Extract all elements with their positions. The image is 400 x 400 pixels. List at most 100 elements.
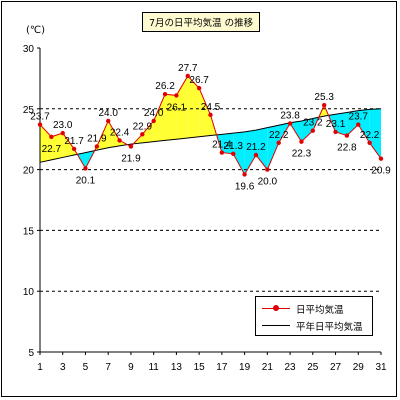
data-label: 26.2: [155, 81, 175, 92]
data-label: 21.2: [246, 142, 266, 153]
fill-below-normal: [221, 133, 234, 154]
data-label: 26.7: [189, 75, 209, 86]
data-label: 19.6: [235, 181, 255, 192]
data-point: [174, 93, 179, 98]
data-point: [219, 150, 225, 155]
data-label: 20.1: [76, 175, 96, 186]
fill-below-normal: [255, 127, 268, 170]
fill-below-normal: [233, 131, 245, 175]
data-point: [37, 122, 43, 127]
legend-line-black: [262, 325, 290, 326]
data-point: [128, 144, 134, 149]
y-tick-label: 10: [23, 287, 35, 298]
fill-below-normal: [301, 118, 313, 142]
data-point: [242, 172, 247, 177]
data-point: [140, 132, 145, 137]
data-point: [265, 167, 270, 172]
x-tick-label: 3: [60, 362, 66, 373]
x-tick-label: 25: [307, 362, 319, 373]
fill-below-normal: [244, 130, 256, 175]
data-point: [276, 140, 281, 146]
x-tick-label: 31: [375, 362, 387, 373]
y-tick-label: 20: [23, 166, 35, 177]
y-axis-unit: (℃): [26, 25, 46, 36]
legend-marker-red-dot: [273, 305, 279, 311]
data-label: 22.2: [269, 130, 289, 141]
data-label: 24.5: [201, 102, 221, 113]
fill-below-normal: [358, 109, 370, 143]
data-label: 22.8: [337, 143, 357, 154]
series-line-normal: [39, 108, 382, 163]
data-point: [321, 102, 327, 108]
data-label: 21.9: [87, 133, 107, 144]
fill-above-normal: [108, 120, 120, 148]
fill-below-normal: [267, 125, 279, 170]
y-tick-label: 25: [23, 105, 35, 116]
y-tick-label: 15: [23, 226, 35, 237]
data-label: 22.7: [42, 144, 62, 155]
data-point: [287, 121, 293, 126]
data-point: [208, 112, 213, 118]
x-tick-label: 5: [83, 362, 89, 373]
y-tick-label: 5: [28, 348, 34, 359]
data-label: 20.9: [371, 166, 391, 177]
data-point: [151, 118, 156, 124]
data-label: 22.4: [110, 127, 130, 138]
data-point: [367, 140, 372, 146]
data-label: 23.2: [303, 118, 323, 129]
data-point: [196, 85, 202, 91]
data-label: 23.7: [349, 112, 369, 123]
x-tick-label: 13: [171, 362, 183, 373]
x-tick-label: 27: [330, 362, 342, 373]
data-label: 22.9: [133, 121, 153, 132]
x-tick-label: 1: [37, 362, 43, 373]
data-point: [83, 166, 88, 171]
data-point: [60, 130, 65, 136]
x-tick-label: 19: [239, 362, 251, 373]
data-label: 26.1: [167, 102, 187, 113]
fill-above-normal: [142, 120, 154, 143]
data-point: [94, 144, 100, 149]
chart-title: 7月の日平均気温 の推移: [142, 12, 261, 32]
fill-above-normal: [187, 75, 200, 138]
x-tick-label: 21: [262, 362, 274, 373]
data-point: [310, 128, 315, 133]
fill-above-normal: [153, 94, 166, 142]
data-label: 25.3: [314, 92, 334, 103]
fill-above-normal: [176, 75, 188, 140]
fill-above-normal: [165, 94, 177, 141]
data-label: 21.7: [64, 136, 84, 147]
data-label: 24.0: [98, 108, 118, 119]
fill-above-normal: [62, 133, 75, 158]
data-point: [378, 156, 384, 161]
fill-above-normal: [199, 88, 211, 137]
x-tick-label: 15: [194, 362, 206, 373]
data-label: 21.9: [121, 153, 141, 164]
data-label: 21.3: [223, 141, 243, 152]
x-tick-label: 7: [105, 362, 111, 373]
data-label: 23.0: [53, 120, 73, 131]
legend-item-daily-mean: 日平均気温: [262, 302, 372, 316]
data-point: [356, 122, 361, 127]
data-label: 23.8: [280, 110, 300, 121]
data-point: [333, 129, 338, 135]
legend-item-normal-mean: 平年日平均気温: [262, 319, 372, 333]
x-tick-label: 9: [128, 362, 134, 373]
data-label: 20.0: [258, 177, 278, 188]
x-tick-label: 11: [148, 362, 159, 373]
data-point: [299, 139, 304, 144]
data-point: [185, 73, 190, 79]
x-tick-label: 23: [285, 362, 297, 373]
legend-label-daily-mean: 日平均気温: [296, 305, 344, 316]
data-point: [106, 118, 111, 124]
data-label: 23.7: [30, 112, 50, 123]
y-tick-label: 30: [23, 44, 35, 55]
data-point: [253, 152, 259, 158]
fill-below-normal: [346, 110, 359, 136]
data-label: 21.4: [212, 140, 232, 151]
legend: 日平均気温 平年日平均気温: [255, 296, 373, 336]
data-point: [344, 133, 350, 138]
data-label: 22.2: [360, 130, 380, 141]
data-label: 23.1: [326, 119, 346, 130]
